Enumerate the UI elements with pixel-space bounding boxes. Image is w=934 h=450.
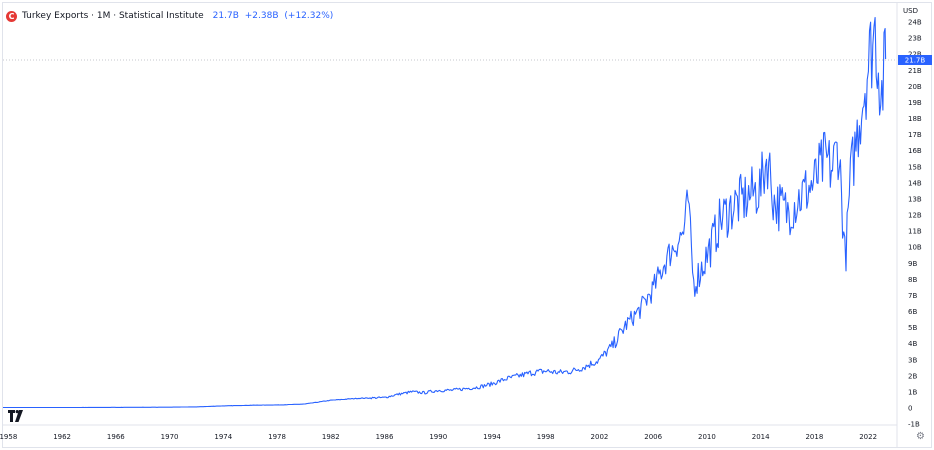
x-tick-label: 1978 bbox=[268, 433, 286, 441]
y-tick-label: 0 bbox=[908, 405, 912, 413]
tradingview-logo-icon[interactable] bbox=[8, 410, 26, 422]
x-tick-label: 2010 bbox=[698, 433, 716, 441]
y-tick-label: 6B bbox=[908, 308, 917, 316]
y-tick-label: 5B bbox=[908, 324, 917, 332]
y-tick-label: 7B bbox=[908, 292, 917, 300]
x-tick-label: 1966 bbox=[107, 433, 125, 441]
x-tick-label: 1974 bbox=[214, 433, 232, 441]
y-tick-label: 24B bbox=[908, 19, 922, 27]
x-tick-label: 1998 bbox=[537, 433, 555, 441]
x-tick-label: 1986 bbox=[376, 433, 394, 441]
x-tick-label: 2002 bbox=[591, 433, 609, 441]
legend: C Turkey Exports · 1M · Statistical Inst… bbox=[6, 9, 336, 23]
source-logo-letter: C bbox=[8, 11, 15, 21]
y-tick-label: 12B bbox=[908, 212, 922, 220]
last-price-badge: 21.7B bbox=[898, 55, 932, 65]
y-tick-label: 8B bbox=[908, 276, 917, 284]
y-tick-label: 22B bbox=[908, 51, 922, 59]
y-tick-label: 21B bbox=[908, 67, 922, 75]
y-tick-label: 14B bbox=[908, 179, 922, 187]
x-tick-label: 1982 bbox=[322, 433, 340, 441]
y-tick-label: 4B bbox=[908, 340, 917, 348]
y-tick-label: 13B bbox=[908, 195, 922, 203]
y-tick-label: 15B bbox=[908, 163, 922, 171]
y-tick-label: 2B bbox=[908, 372, 917, 380]
currency-label[interactable]: USD bbox=[903, 7, 918, 15]
y-tick-label: 11B bbox=[908, 228, 922, 236]
series-title[interactable]: Turkey Exports · 1M · Statistical Instit… bbox=[22, 11, 204, 21]
legend-change: +2.38B bbox=[244, 11, 279, 21]
x-tick-label: 2018 bbox=[805, 433, 823, 441]
y-tick-label: 9B bbox=[908, 260, 917, 268]
legend-last-value: 21.7B bbox=[212, 11, 239, 21]
y-tick-label: 18B bbox=[908, 115, 922, 123]
x-axis[interactable]: 1958 1962 1966 1970 1974 1978 1982 1986 1990 1994… bbox=[0, 433, 877, 441]
x-tick-label: 1962 bbox=[53, 433, 71, 441]
x-tick-label: 1994 bbox=[483, 433, 501, 441]
x-tick-label: 1970 bbox=[161, 433, 179, 441]
x-tick-label: 2006 bbox=[644, 433, 662, 441]
y-tick-label: 1B bbox=[908, 388, 917, 396]
y-tick-label: -1B bbox=[908, 421, 920, 429]
x-tick-label: 1958 bbox=[0, 433, 17, 441]
x-tick-label: 2022 bbox=[859, 433, 877, 441]
last-price-value: 21.7B bbox=[905, 57, 926, 65]
y-tick-label: 3B bbox=[908, 356, 917, 364]
y-tick-label: 20B bbox=[908, 83, 922, 91]
y-tick-label: 17B bbox=[908, 131, 922, 139]
gear-icon[interactable]: ⚙ bbox=[916, 431, 925, 442]
y-tick-label: 19B bbox=[908, 99, 922, 107]
y-tick-label: 23B bbox=[908, 35, 922, 43]
series-line bbox=[3, 16, 887, 409]
legend-change-pct: (+12.32%) bbox=[284, 11, 334, 21]
x-tick-label: 2014 bbox=[752, 433, 770, 441]
y-tick-label: 10B bbox=[908, 244, 922, 252]
legend-values: 21.7B +2.38B (+12.32%) bbox=[213, 11, 337, 21]
y-axis[interactable]: -1B 0 1B 2B 3B 4B 5B 6B 7B 8B 9B 10B 11B 12B 13B 14B 15B… bbox=[908, 19, 922, 429]
last-price-badge-bg bbox=[898, 55, 932, 65]
y-tick-label: 16B bbox=[908, 147, 922, 155]
source-logo-icon: C bbox=[6, 10, 17, 22]
x-tick-label: 1990 bbox=[429, 433, 447, 441]
